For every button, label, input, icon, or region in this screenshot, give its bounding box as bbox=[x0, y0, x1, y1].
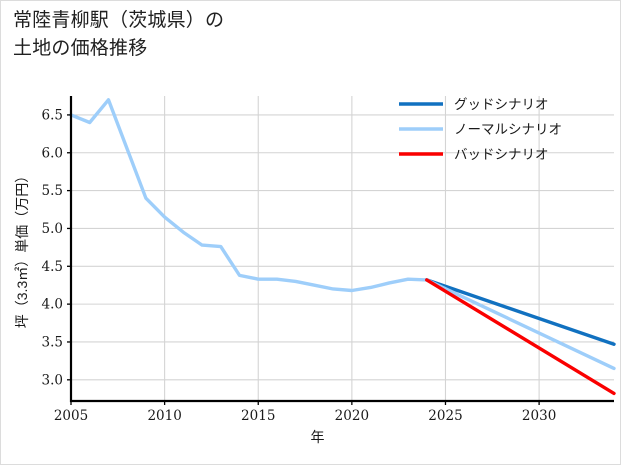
y-tick-label: 5.5 bbox=[42, 183, 63, 199]
x-axis-ticks: 2005 2010 2015 2020 2025 2030 bbox=[54, 401, 556, 424]
x-tick-label: 2020 bbox=[335, 408, 369, 424]
x-tick-label: 2025 bbox=[428, 408, 462, 424]
x-tick-label: 2010 bbox=[147, 408, 181, 424]
x-tick-label: 2030 bbox=[522, 408, 556, 424]
y-tick-label: 4.5 bbox=[42, 259, 63, 275]
x-tick-label: 2015 bbox=[241, 408, 275, 424]
x-axis-title: 年 bbox=[311, 429, 325, 445]
y-tick-label: 3.5 bbox=[42, 335, 63, 351]
gridlines bbox=[71, 96, 614, 401]
y-tick-label: 4.0 bbox=[42, 297, 63, 313]
y-tick-label: 6.0 bbox=[42, 145, 63, 161]
x-tick-label: 2005 bbox=[54, 408, 88, 424]
axes bbox=[69, 96, 614, 403]
y-axis-ticks: 3.0 3.5 4.0 4.5 5.0 5.5 6.0 6.5 bbox=[42, 108, 71, 388]
legend-label-0: グッドシナリオ bbox=[454, 97, 549, 112]
legend-label-2: バッドシナリオ bbox=[454, 147, 549, 162]
series-group bbox=[69, 98, 616, 396]
series-line-3 bbox=[425, 278, 616, 396]
axis-spine bbox=[69, 96, 614, 403]
legend-label-1: ノーマルシナリオ bbox=[454, 122, 562, 137]
page-title: 常陸青柳駅（茨城県）の 土地の価格推移 bbox=[13, 10, 225, 59]
y-tick-label: 6.5 bbox=[42, 108, 63, 124]
series-line-0 bbox=[69, 98, 429, 293]
series-line-2 bbox=[425, 278, 616, 371]
series-line-1 bbox=[425, 278, 616, 346]
y-axis-title: 坪（3.3㎡）単価（万円） bbox=[14, 169, 30, 328]
y-tick-label: 5.0 bbox=[42, 221, 63, 237]
y-tick-label: 3.0 bbox=[42, 372, 63, 388]
